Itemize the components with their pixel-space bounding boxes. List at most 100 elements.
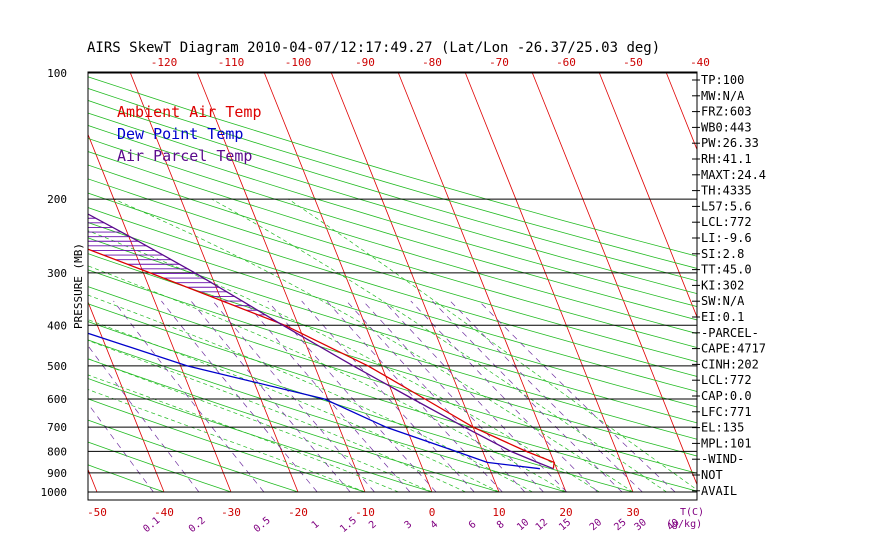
stability-index-label: KI:302 <box>701 278 744 292</box>
isotherm-line <box>532 72 697 486</box>
isotherm-line <box>465 72 634 493</box>
isotherm-line <box>398 72 567 493</box>
stability-index-label: CINH:202 <box>701 357 759 371</box>
dry-adiabat-line <box>88 207 697 392</box>
stability-index-label: LI:-9.6 <box>701 231 752 245</box>
isotherm-line <box>88 133 232 493</box>
temp-tick-label-bottom: 20 <box>559 506 572 519</box>
mixing-ratio-tick-label: 0.5 <box>252 515 273 535</box>
mixing-ratio-tick-label: 15 <box>557 517 573 533</box>
temp-tick-label-top: -90 <box>355 56 375 69</box>
stability-index-label: TH:4335 <box>701 184 752 198</box>
dry-adiabat-line <box>88 222 697 408</box>
stability-index-label: EL:135 <box>701 421 744 435</box>
mixing-ratio-tick-label: 10 <box>515 517 531 533</box>
dry-adiabat-line <box>88 286 697 474</box>
mixing-ratio-line <box>244 300 411 493</box>
isotherm-line <box>130 72 299 493</box>
mixing-ratio-unit-label: (g/kg) <box>666 519 702 530</box>
dew-point-temp-series <box>88 332 540 470</box>
ambient-air-temp-series <box>88 248 555 469</box>
plot-frame <box>87 71 698 501</box>
stability-index-label: AVAIL <box>701 484 737 498</box>
temp-tick-label-top: -70 <box>489 56 509 69</box>
dry-adiabat-line <box>88 125 697 308</box>
stability-index-label: TP:100 <box>701 73 744 87</box>
dry-adiabat-line <box>88 419 299 493</box>
temp-tick-label-bottom: 0 <box>429 506 436 519</box>
isotherm-line <box>264 72 433 493</box>
temp-tick-label-top: -40 <box>690 56 710 69</box>
temp-tick-label-top: -60 <box>556 56 576 69</box>
chart-title: AIRS SkewT Diagram 2010-04-07/12:17:49.2… <box>87 40 660 56</box>
mixing-ratio-line <box>88 345 200 493</box>
stability-index-label: CAP:0.0 <box>701 389 752 403</box>
mixing-ratio-tick-label: 4 <box>429 519 441 531</box>
temp-tick-label-top: -50 <box>623 56 643 69</box>
mixing-ratio-tick-label: 8 <box>495 519 507 531</box>
mixing-ratio-line <box>432 300 623 493</box>
stability-index-label: -WIND- <box>701 452 744 466</box>
dry-adiabat-line <box>88 237 697 424</box>
dry-adiabat-line <box>88 88 697 269</box>
temp-tick-label-bottom: 10 <box>492 506 505 519</box>
stability-index-label: TT:45.0 <box>701 263 752 277</box>
stability-index-label: MPL:101 <box>701 436 752 450</box>
stability-index-label: MW:N/A <box>701 89 745 103</box>
stability-index-label: WB0:443 <box>701 120 752 134</box>
air-parcel-temp-series <box>88 213 554 470</box>
dry-adiabat-line <box>88 441 232 493</box>
mixing-ratio-line <box>190 300 351 493</box>
dry-adiabat-line <box>88 164 697 348</box>
x-axis-unit-label: T(C) <box>680 507 704 518</box>
mixing-ratio-tick-label: 0.2 <box>187 515 208 535</box>
dry-adiabat-line <box>88 339 567 493</box>
dry-adiabat-line <box>88 178 697 363</box>
moist-adiabat-line <box>211 198 667 493</box>
pressure-tick-label: 800 <box>47 445 67 458</box>
dry-adiabat-line <box>88 321 634 493</box>
temp-tick-label-bottom: -40 <box>154 506 174 519</box>
temp-tick-label-bottom: -20 <box>288 506 308 519</box>
mixing-ratio-line <box>326 300 503 493</box>
dry-adiabat-line <box>88 358 500 493</box>
dry-adiabat-line <box>88 76 697 257</box>
isotherm-line <box>197 72 366 493</box>
mixing-ratio-line <box>113 300 265 493</box>
mixing-ratio-line <box>478 300 676 493</box>
pressure-tick-label: 900 <box>47 467 67 480</box>
temp-tick-label-top: -110 <box>218 56 245 69</box>
dry-adiabat-line <box>88 253 697 440</box>
pressure-tick-label: 200 <box>47 193 67 206</box>
stability-index-label: NOT <box>701 468 723 482</box>
stability-index-label: L57:5.6 <box>701 199 752 213</box>
temp-tick-label-bottom: -10 <box>355 506 375 519</box>
stability-index-label: LCL:772 <box>701 215 752 229</box>
isotherm-line <box>0 73 30 492</box>
stability-index-label: EI:0.1 <box>701 310 744 324</box>
temp-tick-label-top: -80 <box>422 56 442 69</box>
stability-index-label: MAXT:24.4 <box>701 168 766 182</box>
y-axis-label: PRESSURE (MB) <box>72 243 85 329</box>
mixing-ratio-line <box>161 300 318 493</box>
legend-entry: Dew Point Temp <box>117 125 243 143</box>
isotherm-line <box>599 72 697 319</box>
mixing-ratio-line <box>383 300 568 493</box>
mixing-ratio-line <box>449 300 643 493</box>
temp-tick-label-top: -120 <box>151 56 178 69</box>
mixing-ratio-tick-label: 3 <box>403 519 415 531</box>
mixing-ratio-tick-label: 20 <box>588 517 604 533</box>
mixing-ratio-tick-label: 1 <box>310 519 322 531</box>
mixing-ratio-tick-label: 6 <box>467 519 479 531</box>
temp-tick-label-top: -100 <box>285 56 312 69</box>
dry-adiabat-line <box>88 192 697 377</box>
pressure-tick-label: 500 <box>47 360 67 373</box>
stability-index-label: LFC:771 <box>701 405 752 419</box>
dry-adiabat-line <box>88 151 697 334</box>
isotherm-line <box>88 300 165 493</box>
pressure-tick-label: 1000 <box>41 486 68 499</box>
moist-adiabat-line <box>88 340 466 493</box>
mixing-ratio-tick-label: 12 <box>534 517 550 533</box>
dry-adiabat-line <box>88 137 697 321</box>
